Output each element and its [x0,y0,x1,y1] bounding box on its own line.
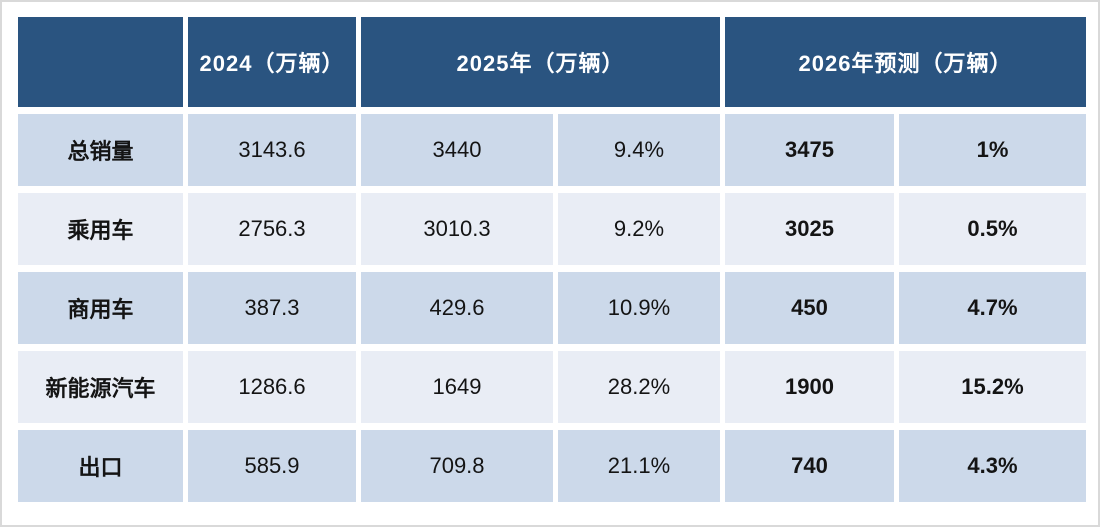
growth-2025: 9.2% [558,193,720,265]
value-2025: 3440 [361,114,553,186]
growth-2026: 0.5% [899,193,1086,265]
growth-2026: 4.3% [899,430,1086,502]
auto-sales-table: 2024（万辆） 2025年（万辆） 2026年预测（万辆） 总销量 3143.… [13,10,1091,509]
table-row-total-sales: 总销量 3143.6 3440 9.4% 3475 1% [18,114,1086,186]
value-2025: 1649 [361,351,553,423]
row-label: 总销量 [18,114,183,186]
growth-2026: 15.2% [899,351,1086,423]
growth-2026: 1% [899,114,1086,186]
header-blank-cell [18,17,183,107]
value-2024: 387.3 [188,272,356,344]
value-2024: 585.9 [188,430,356,502]
table-row-nev: 新能源汽车 1286.6 1649 28.2% 1900 15.2% [18,351,1086,423]
row-label: 新能源汽车 [18,351,183,423]
value-2026: 450 [725,272,894,344]
value-2026: 3025 [725,193,894,265]
value-2026: 3475 [725,114,894,186]
value-2026: 740 [725,430,894,502]
value-2024: 3143.6 [188,114,356,186]
value-2025: 429.6 [361,272,553,344]
value-2025: 709.8 [361,430,553,502]
header-row: 2024（万辆） 2025年（万辆） 2026年预测（万辆） [18,17,1086,107]
header-2025: 2025年（万辆） [361,17,720,107]
growth-2025: 10.9% [558,272,720,344]
growth-2026: 4.7% [899,272,1086,344]
growth-2025: 21.1% [558,430,720,502]
growth-2025: 28.2% [558,351,720,423]
value-2024: 1286.6 [188,351,356,423]
row-label: 商用车 [18,272,183,344]
value-2025: 3010.3 [361,193,553,265]
header-2026-forecast: 2026年预测（万辆） [725,17,1086,107]
value-2024: 2756.3 [188,193,356,265]
table-row-commercial-vehicles: 商用车 387.3 429.6 10.9% 450 4.7% [18,272,1086,344]
value-2026: 1900 [725,351,894,423]
table-row-passenger-vehicles: 乘用车 2756.3 3010.3 9.2% 3025 0.5% [18,193,1086,265]
header-2024: 2024（万辆） [188,17,356,107]
row-label: 乘用车 [18,193,183,265]
table-row-exports: 出口 585.9 709.8 21.1% 740 4.3% [18,430,1086,502]
row-label: 出口 [18,430,183,502]
growth-2025: 9.4% [558,114,720,186]
